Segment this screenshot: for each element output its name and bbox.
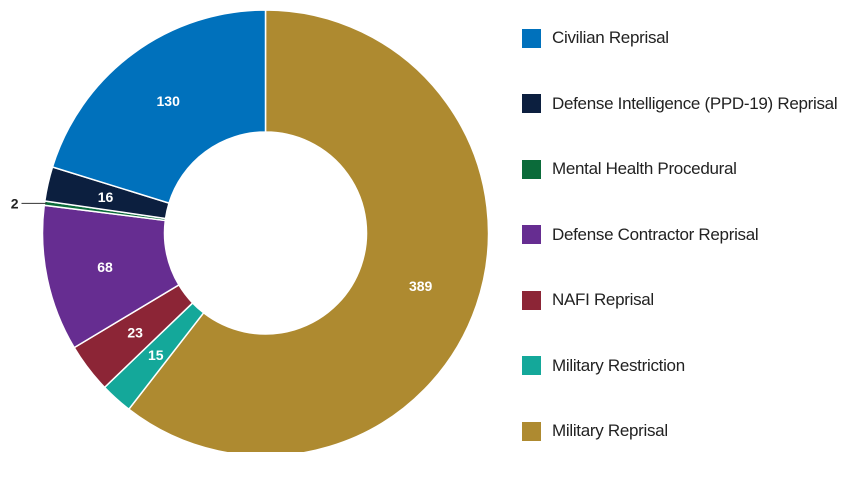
legend-label: Military Reprisal: [552, 421, 668, 440]
legend-swatch: [522, 159, 541, 179]
slice-civilian-reprisal: [51, 9, 267, 205]
legend-swatch: [522, 28, 541, 48]
slice-value-label: 2: [11, 195, 19, 211]
legend-swatch: [522, 356, 541, 375]
slice-value-label: 130: [157, 93, 181, 109]
slice-military-reprisal: [127, 9, 490, 452]
slice-value-label: 68: [97, 259, 113, 275]
legend-label: Defense Contractor Reprisal: [552, 224, 759, 244]
legend-label: NAFI Reprisal: [552, 290, 654, 309]
slice-value-label: 23: [127, 325, 143, 341]
legend-swatch: [522, 225, 541, 244]
legend-item-military-reprisal: Military Reprisal: [522, 419, 837, 443]
legend-swatch: [522, 290, 541, 310]
legend-label: Mental Health Procedural: [552, 159, 737, 178]
legend-item-mental-health-procedural: Mental Health Procedural: [522, 157, 837, 181]
legend-item-nafi-reprisal: NAFI Reprisal: [522, 288, 837, 312]
slice-value-label: 16: [98, 189, 114, 205]
slice-value-label: 389: [409, 278, 433, 294]
legend-item-military-restriction: Military Restriction: [522, 354, 837, 378]
legend-label: Civilian Reprisal: [552, 28, 669, 47]
legend-label: Military Restriction: [552, 355, 685, 375]
donut-chart: 389 15 23 68 2 16 130: [11, 9, 490, 452]
chart-legend: Civilian Reprisal Defense Intelligence (P…: [522, 26, 838, 485]
slice-value-label: 15: [148, 347, 164, 363]
legend-item-civilian-reprisal: Civilian Reprisal: [522, 26, 837, 50]
legend-item-defense-contractor-reprisal: Defense Contractor Reprisal: [522, 223, 837, 247]
legend-swatch: [522, 94, 541, 113]
legend-label: Defense Intelligence (PPD-19) Reprisal: [552, 93, 838, 113]
legend-item-defense-intelligence-ppd-19-reprisal: Defense Intelligence (PPD-19) Reprisal: [522, 92, 838, 116]
legend-swatch: [522, 421, 541, 441]
